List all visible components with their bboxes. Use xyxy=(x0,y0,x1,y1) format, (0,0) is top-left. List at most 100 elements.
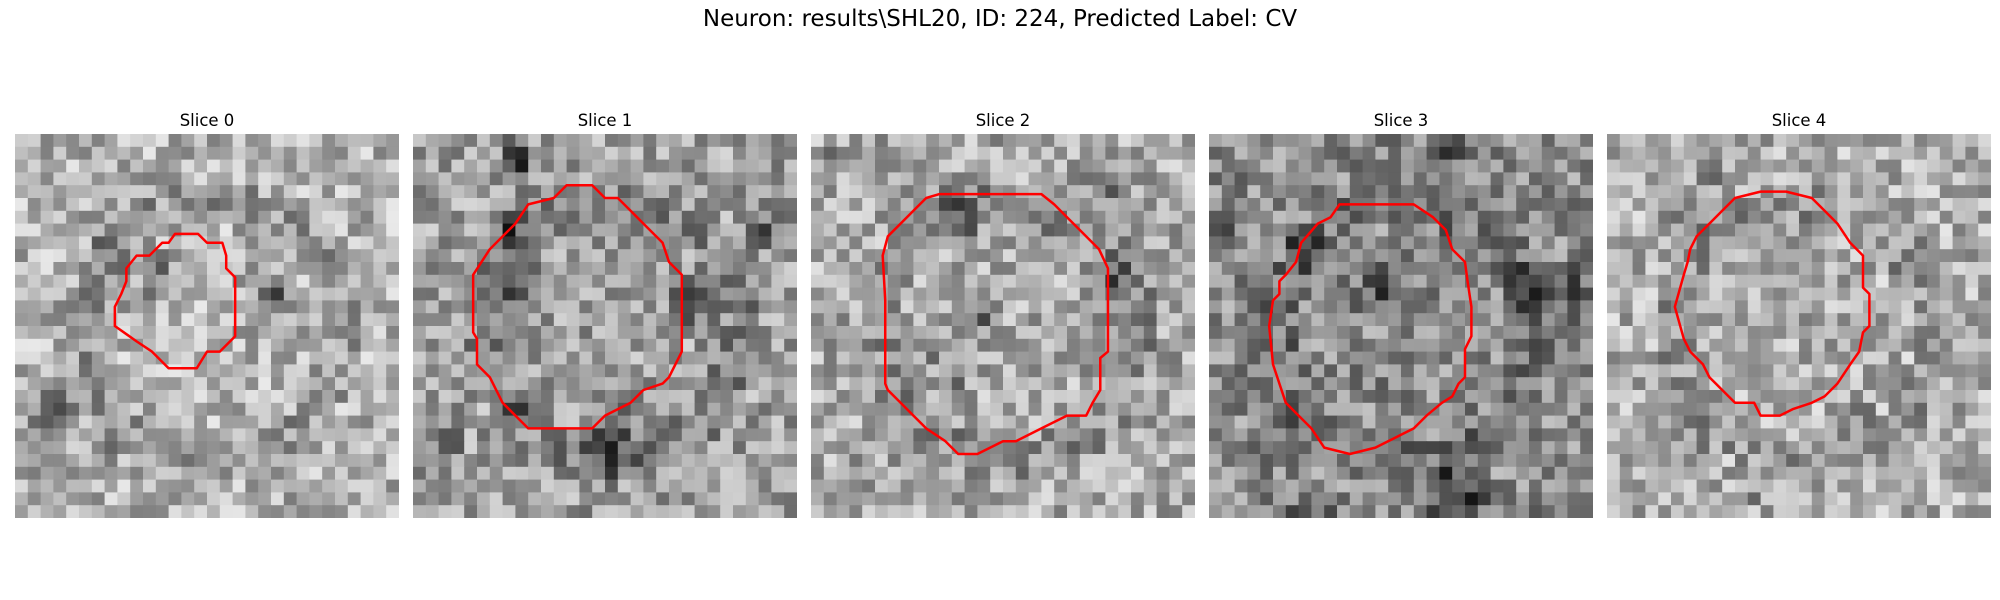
pixel xyxy=(1362,466,1376,481)
pixel xyxy=(951,479,966,493)
pixel xyxy=(1003,326,1017,340)
pixel xyxy=(939,198,953,212)
pixel xyxy=(322,236,336,250)
pixel xyxy=(1041,364,1055,378)
pixel xyxy=(232,479,246,493)
pixel xyxy=(1490,428,1504,442)
pixel xyxy=(1978,505,1991,518)
pixel xyxy=(1901,300,1915,314)
pixel xyxy=(1683,390,1698,404)
pixel xyxy=(656,172,670,186)
pixel xyxy=(1567,338,1581,353)
pixel xyxy=(669,428,683,442)
pixel xyxy=(1824,326,1838,340)
pixel xyxy=(643,326,657,340)
pixel xyxy=(784,262,797,276)
pixel xyxy=(66,262,80,276)
pixel xyxy=(1607,441,1621,455)
pixel xyxy=(1182,466,1195,481)
pixel xyxy=(1645,198,1659,212)
pixel xyxy=(1799,377,1813,391)
pixel xyxy=(1760,236,1774,250)
pixel xyxy=(1939,262,1954,276)
pixel xyxy=(951,262,966,276)
pixel xyxy=(630,313,644,327)
pixel xyxy=(1362,313,1376,327)
pixel xyxy=(143,185,157,199)
pixel xyxy=(1298,428,1312,442)
pixel xyxy=(386,441,399,455)
pixel xyxy=(836,287,850,301)
pixel xyxy=(784,454,797,468)
pixel xyxy=(413,351,427,365)
pixel xyxy=(155,172,170,186)
pixel xyxy=(745,364,760,378)
pixel xyxy=(464,364,478,378)
pixel xyxy=(694,479,708,493)
pixel xyxy=(1607,134,1621,148)
pixel xyxy=(1837,505,1851,518)
pixel xyxy=(1209,492,1223,506)
pixel xyxy=(694,466,708,481)
pixel xyxy=(79,402,93,417)
pixel xyxy=(1747,236,1762,250)
pixel xyxy=(579,441,593,455)
pixel xyxy=(694,377,708,391)
pixel xyxy=(553,287,568,301)
pixel xyxy=(1914,466,1928,481)
pixel xyxy=(1722,377,1736,391)
pixel xyxy=(1273,313,1287,327)
pixel xyxy=(386,236,399,250)
pixel xyxy=(849,492,863,506)
pixel xyxy=(207,351,221,365)
pixel xyxy=(296,274,310,289)
pixel xyxy=(464,313,478,327)
pixel xyxy=(1221,198,1236,212)
pixel xyxy=(117,466,131,481)
pixel xyxy=(1221,364,1236,378)
pixel xyxy=(1850,415,1864,429)
pixel xyxy=(1952,172,1966,186)
pixel xyxy=(309,146,323,161)
pixel xyxy=(1773,326,1787,340)
pixel xyxy=(194,338,208,353)
pixel xyxy=(1773,287,1787,301)
pixel xyxy=(130,338,144,353)
pixel xyxy=(1503,146,1517,161)
pixel xyxy=(104,146,118,161)
pixel xyxy=(1541,287,1556,301)
pixel xyxy=(566,492,580,506)
pixel xyxy=(66,402,80,417)
pixel xyxy=(1658,415,1672,429)
pixel xyxy=(669,185,683,199)
pixel xyxy=(438,492,452,506)
pixel xyxy=(1516,146,1530,161)
pixel xyxy=(1465,351,1479,365)
pixel xyxy=(155,364,170,378)
pixel xyxy=(1619,479,1634,493)
pixel xyxy=(836,390,850,404)
pixel xyxy=(1567,313,1581,327)
pixel xyxy=(1645,505,1659,518)
pixel xyxy=(630,428,644,442)
pixel xyxy=(1477,172,1492,186)
pixel xyxy=(1722,492,1736,506)
pixel xyxy=(1003,390,1017,404)
pixel xyxy=(1645,454,1659,468)
pixel xyxy=(836,134,850,148)
pixel xyxy=(1786,198,1800,212)
pixel xyxy=(1927,223,1941,237)
pixel xyxy=(1567,236,1581,250)
pixel xyxy=(1939,274,1954,289)
pixel xyxy=(425,428,440,442)
pixel xyxy=(1401,390,1415,404)
pixel xyxy=(207,210,221,225)
pixel xyxy=(1003,185,1017,199)
pixel xyxy=(1054,249,1068,263)
pixel xyxy=(360,300,374,314)
pixel xyxy=(1645,134,1659,148)
pixel xyxy=(977,185,991,199)
pixel xyxy=(1247,441,1261,455)
pixel xyxy=(1567,505,1581,518)
pixel xyxy=(425,134,440,148)
